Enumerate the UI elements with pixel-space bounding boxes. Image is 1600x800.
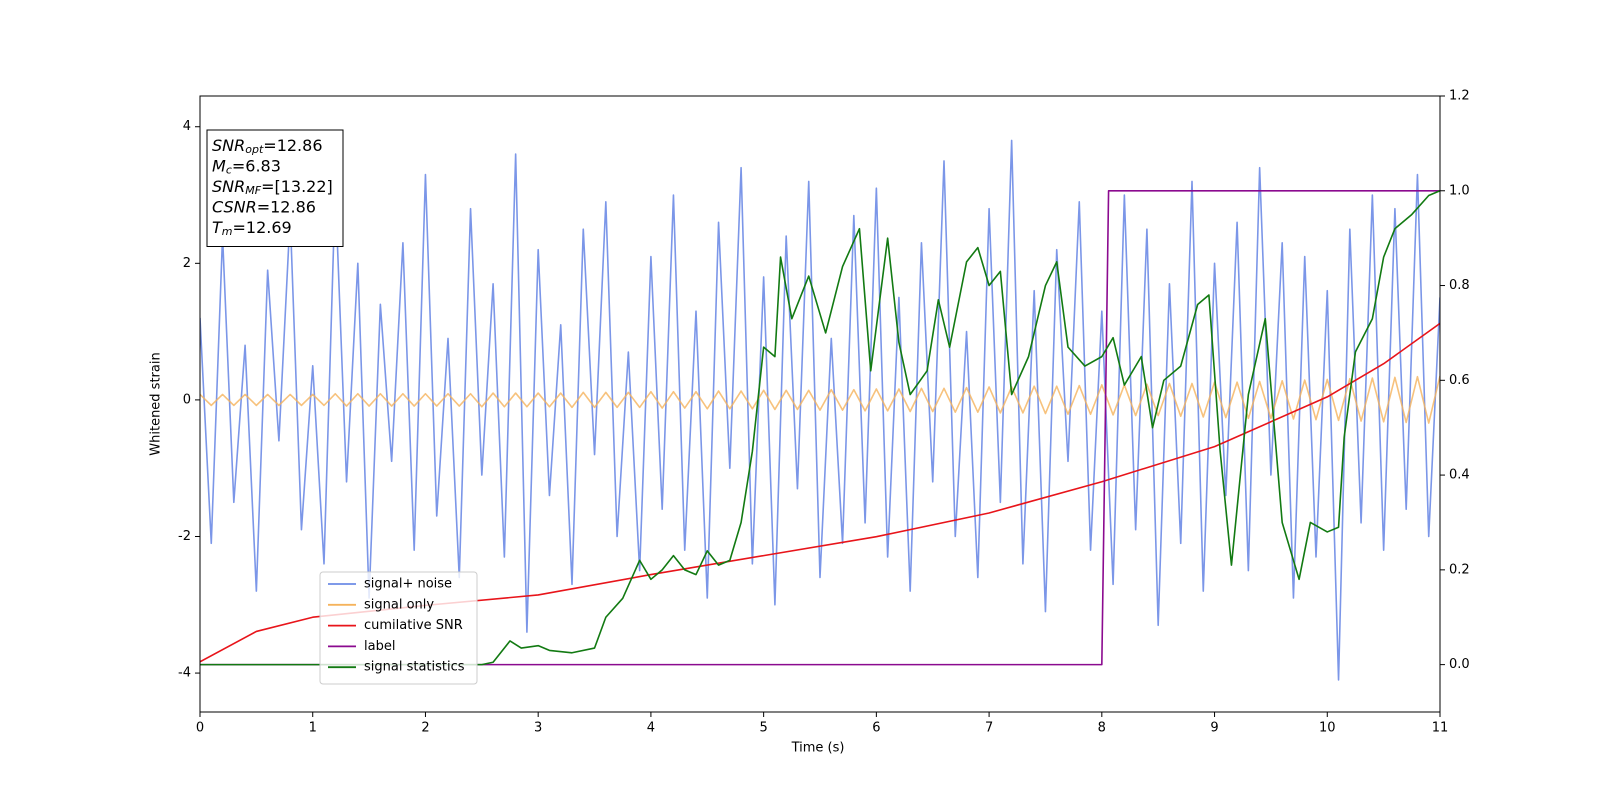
x-tick-label: 7 bbox=[985, 721, 993, 736]
annotation-symbol: SNR bbox=[212, 177, 245, 196]
annotation-subscript: m bbox=[222, 225, 233, 238]
y2-tick-label: 0.4 bbox=[1449, 468, 1470, 483]
x-tick-label: 6 bbox=[872, 721, 880, 736]
x-tick-label: 8 bbox=[1098, 721, 1106, 736]
annotation-symbol: SNR bbox=[212, 136, 245, 155]
legend-label: cumilative SNR bbox=[364, 618, 463, 633]
x-tick-label: 0 bbox=[196, 721, 204, 736]
y2-tick-label: 1.0 bbox=[1449, 183, 1470, 198]
y-axis-label: Whitened strain bbox=[149, 352, 164, 455]
x-axis-label: Time (s) bbox=[791, 741, 845, 756]
series-line bbox=[200, 139, 1440, 681]
y-tick-label: 4 bbox=[183, 119, 191, 134]
annotation-value: =12.86 bbox=[257, 197, 316, 216]
x-tick-label: 11 bbox=[1432, 721, 1449, 736]
legend-label: label bbox=[364, 639, 395, 654]
annotation-value: =12.69 bbox=[233, 218, 292, 237]
y2-tick-label: 0.6 bbox=[1449, 373, 1470, 388]
series-line bbox=[200, 190, 1440, 666]
y2-tick-label: 0.8 bbox=[1449, 278, 1470, 293]
series-line bbox=[200, 189, 1440, 666]
axes-frame bbox=[199, 95, 1441, 713]
annotation-text: SNRMF=[13.22] bbox=[212, 177, 333, 198]
annotation-symbol: M bbox=[212, 156, 226, 175]
series-line bbox=[200, 375, 1440, 424]
x-tick-label: 4 bbox=[647, 721, 655, 736]
legend-label: signal+ noise bbox=[364, 577, 452, 592]
annotation-text: CSNR=12.86 bbox=[212, 197, 316, 216]
y2-tick-label: 0.2 bbox=[1449, 562, 1470, 577]
annotation-text: SNRopt=12.86 bbox=[212, 136, 323, 157]
y-tick-label: -4 bbox=[178, 666, 191, 681]
annotation-value: =[13.22] bbox=[261, 177, 333, 196]
annotation-frame bbox=[206, 129, 344, 247]
legend-frame bbox=[319, 571, 478, 685]
x-tick-label: 1 bbox=[309, 721, 317, 736]
annotation-subscript: c bbox=[226, 164, 232, 177]
y-tick-label: 2 bbox=[183, 256, 191, 271]
legend: signal+ noise signal only cumilative SNR la… bbox=[319, 571, 478, 685]
annotation-value: =12.86 bbox=[263, 136, 322, 155]
annotation-value: =6.83 bbox=[232, 156, 281, 175]
annotation-text: Mc=6.83 bbox=[212, 156, 281, 177]
annotation-symbol: T bbox=[212, 218, 223, 237]
annotation-subscript: opt bbox=[245, 143, 264, 156]
annotation-box: SNRopt=12.86Mc=6.83SNRMF=[13.22]CSNR=12.… bbox=[206, 129, 344, 247]
x-tick-label: 9 bbox=[1210, 721, 1218, 736]
annotation-text: Tm=12.69 bbox=[212, 218, 292, 239]
legend-label: signal only bbox=[364, 597, 434, 612]
x-tick-label: 2 bbox=[421, 721, 429, 736]
y-tick-label: -2 bbox=[178, 529, 191, 544]
y2-tick-label: 0.0 bbox=[1449, 657, 1470, 672]
annotation-subscript: MF bbox=[245, 184, 261, 197]
annotation-symbol: CSNR bbox=[212, 197, 257, 216]
y-tick-label: 0 bbox=[183, 392, 191, 407]
legend-label: signal statistics bbox=[364, 660, 465, 675]
x-tick-label: 10 bbox=[1319, 721, 1336, 736]
y2-tick-label: 1.2 bbox=[1449, 89, 1470, 104]
x-tick-label: 5 bbox=[759, 721, 767, 736]
x-tick-label: 3 bbox=[534, 721, 542, 736]
